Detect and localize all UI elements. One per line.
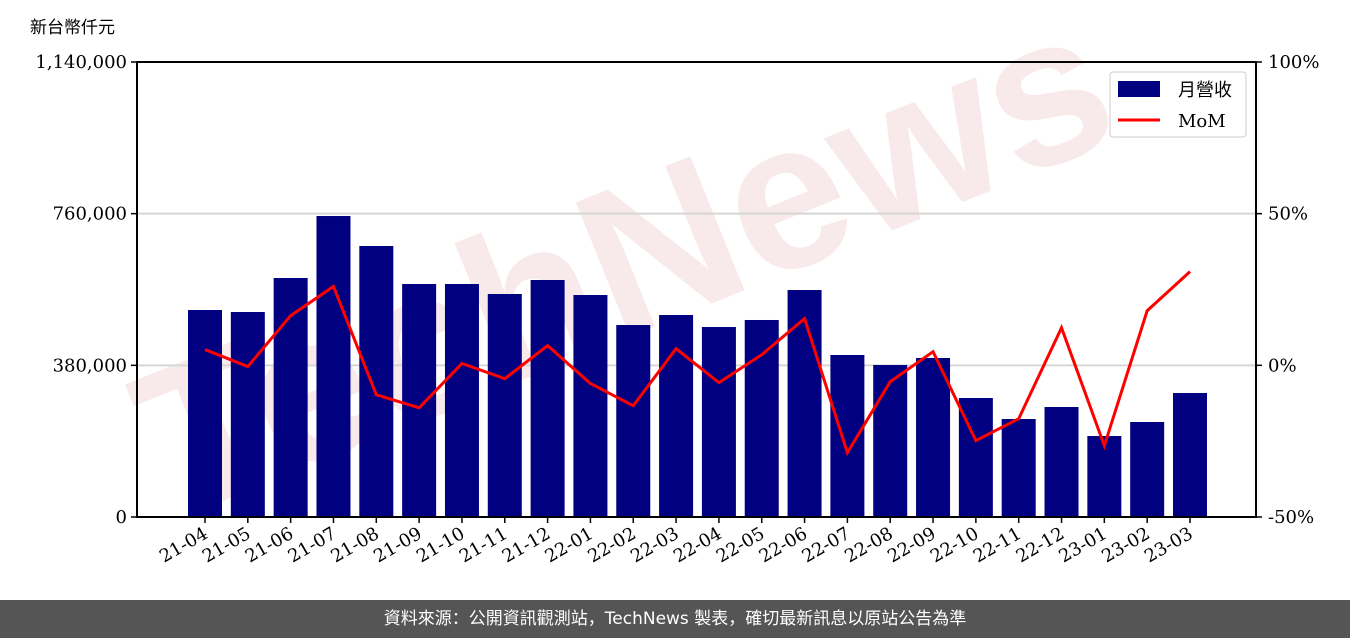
legend-bar-label: 月營收 <box>1178 80 1232 101</box>
x-tick-label: 22-08 <box>841 523 896 567</box>
y-right-tick-label: -50% <box>1268 507 1314 528</box>
x-tick-label: 23-03 <box>1141 523 1196 567</box>
bar <box>230 312 265 517</box>
bar <box>359 245 394 518</box>
bar <box>1130 422 1165 517</box>
source-footer: 資料來源：公開資訊觀測站，TechNews 製表，確切最新訊息以原站公告為準 <box>0 600 1350 638</box>
bar <box>744 319 779 517</box>
chart: TechNews 0380,000760,0001,140,000-50%0%5… <box>30 0 1319 567</box>
bar <box>787 290 822 517</box>
x-tick-label: 22-01 <box>541 523 596 567</box>
bar <box>444 283 479 517</box>
x-tick-label: 22-10 <box>927 523 982 567</box>
x-tick-label: 21-11 <box>456 523 511 567</box>
x-tick-label: 21-12 <box>499 523 554 567</box>
x-tick-label: 21-08 <box>327 523 382 567</box>
plot-frame <box>136 61 1257 518</box>
x-tick-label: 22-12 <box>1013 523 1068 567</box>
bar <box>659 315 694 517</box>
bar <box>188 310 222 517</box>
y-left-tick-label: 1,140,000 <box>35 52 127 73</box>
legend-bar-swatch <box>1118 81 1160 97</box>
bar <box>1044 407 1079 517</box>
x-tick-label: 23-01 <box>1055 523 1110 567</box>
y-left-tick-label: 380,000 <box>53 355 127 376</box>
x-tick-label: 21-09 <box>370 523 425 567</box>
bar <box>530 280 565 517</box>
y-left-tick-label: 0 <box>116 507 127 528</box>
bar <box>1001 419 1036 517</box>
legend: 月營收 MoM <box>1109 71 1247 138</box>
bar <box>916 357 951 517</box>
bar <box>487 294 522 517</box>
bar <box>830 354 865 517</box>
bar <box>701 327 736 517</box>
x-tick-label: 22-05 <box>713 523 768 567</box>
bar <box>573 295 608 517</box>
legend-line-label: MoM <box>1178 111 1226 132</box>
y-left-label: 新台幣仟元 <box>30 18 115 38</box>
y-right-tick-label: 100% <box>1268 52 1319 73</box>
x-tick-label: 22-07 <box>798 523 853 567</box>
mom-line <box>204 270 1192 457</box>
x-tick-label: 22-06 <box>756 523 811 567</box>
x-tick-label: 23-02 <box>1098 523 1153 567</box>
bar <box>402 283 437 517</box>
x-tick-label: 22-02 <box>584 523 639 567</box>
y-right-tick-label: 50% <box>1268 204 1308 225</box>
bar <box>616 325 651 517</box>
bar <box>316 216 351 517</box>
x-tick-label: 22-04 <box>670 523 725 567</box>
y-right-tick-label: 0% <box>1268 355 1297 376</box>
bar <box>873 365 908 517</box>
x-tick-label: 22-09 <box>884 523 939 567</box>
x-tick-label: 22-11 <box>970 523 1025 567</box>
y-left-tick-label: 760,000 <box>53 204 127 225</box>
x-tick-label: 22-03 <box>627 523 682 567</box>
x-tick-label: 21-10 <box>413 523 468 567</box>
x-tick-label: 21-07 <box>285 523 340 567</box>
bar <box>1173 392 1207 517</box>
